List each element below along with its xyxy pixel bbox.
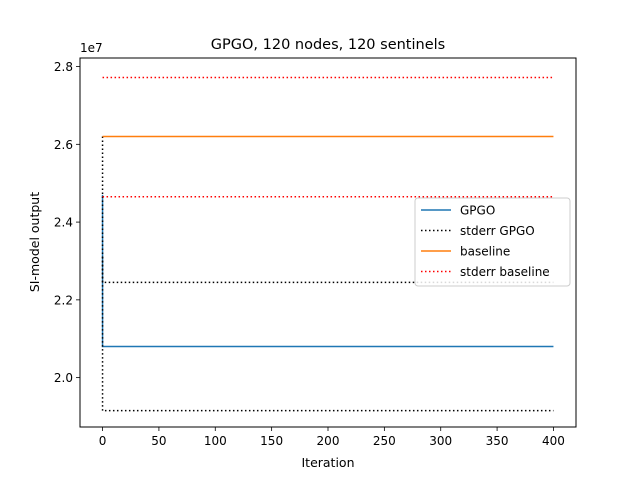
x-tick-label: 150 [260, 434, 283, 448]
y-scale-label: 1e7 [80, 41, 103, 55]
x-tick-label: 50 [151, 434, 166, 448]
x-tick-label: 100 [204, 434, 227, 448]
series-line-stderr-gpgo-2 [101, 257, 554, 412]
legend-label: GPGO [460, 204, 495, 218]
legend-label: stderr baseline [460, 265, 550, 279]
legend-label: stderr GPGO [460, 224, 535, 238]
chart-title: GPGO, 120 nodes, 120 sentinels [211, 37, 445, 53]
y-tick-label: 2.0 [54, 371, 73, 385]
x-tick-label: 300 [429, 434, 452, 448]
legend-label: baseline [460, 245, 510, 259]
plot-area [101, 76, 554, 412]
series-line-stderr-gpgo-1 [101, 136, 554, 284]
x-tick-label: 250 [373, 434, 396, 448]
y-tick-label: 2.8 [54, 60, 73, 74]
legend-box [414, 197, 571, 287]
y-tick-label: 2.4 [54, 216, 73, 230]
x-axis-label: Iteration [301, 455, 354, 470]
y-axis-label: SI-model output [27, 192, 42, 292]
x-tick-label: 0 [99, 434, 107, 448]
x-tick-label: 200 [317, 434, 340, 448]
x-tick-label: 350 [486, 434, 509, 448]
x-axis: 0 50 100 150 200 250 300 350 400 [99, 427, 565, 448]
y-tick-label: 2.2 [54, 293, 73, 307]
x-tick-label: 400 [542, 434, 565, 448]
legend: GPGO stderr GPGO baseline stderr baseline [414, 197, 571, 287]
y-tick-label: 2.6 [54, 138, 73, 152]
y-axis: 2.0 2.2 2.4 2.6 2.8 [54, 60, 80, 385]
